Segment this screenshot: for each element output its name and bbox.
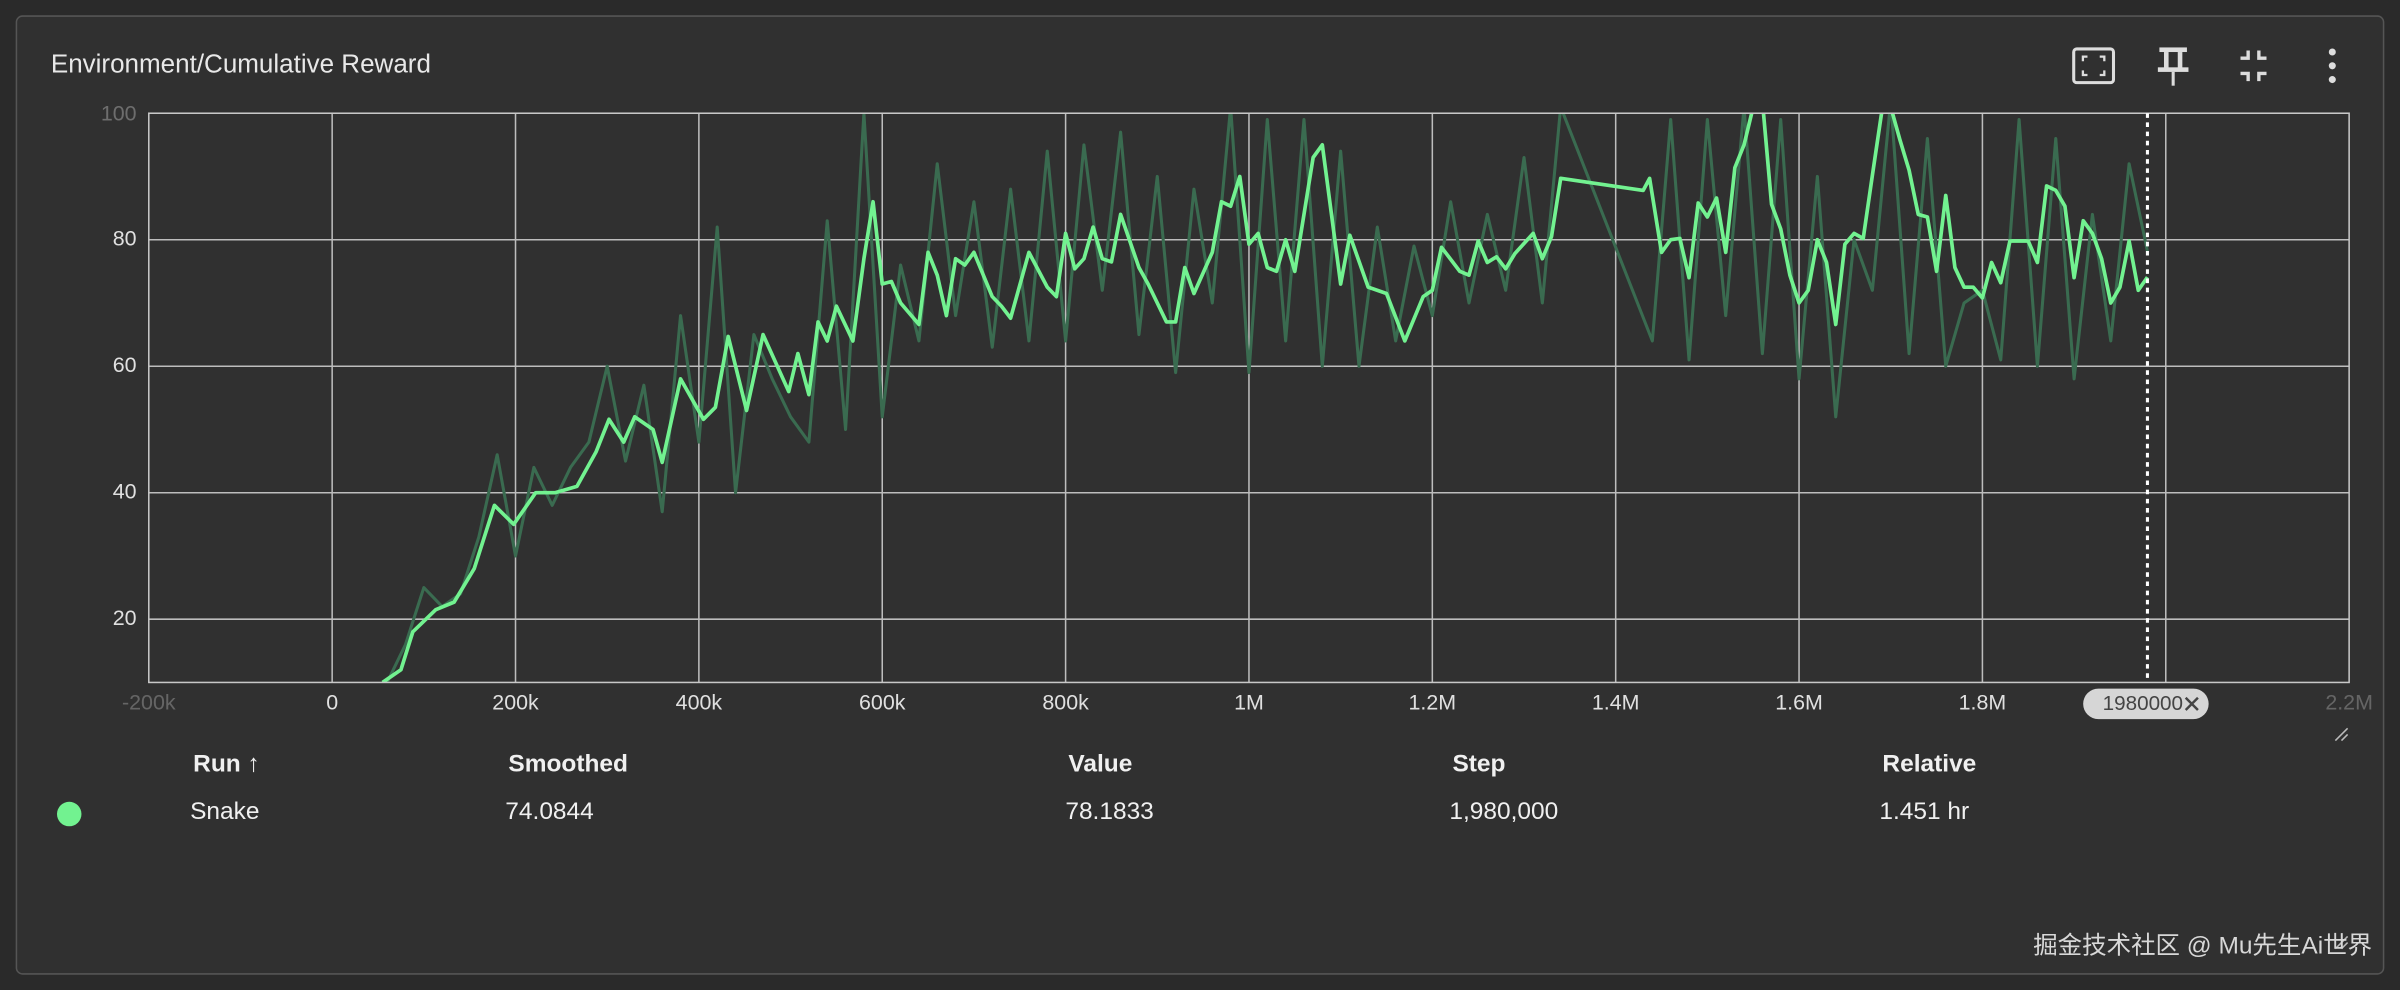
y-tick-label: 100 xyxy=(101,101,137,125)
y-tick-label: 40 xyxy=(113,479,137,503)
y-tick-label: 80 xyxy=(113,226,137,250)
table-cell: 1,980,000 xyxy=(1449,798,1558,825)
x-tick-label: 0 xyxy=(326,691,338,715)
x-tick-label: 200k xyxy=(492,691,539,715)
x-tick-label: 1.2M xyxy=(1409,691,1457,715)
menu-icon[interactable] xyxy=(2328,48,2336,84)
column-header: Run ↑ xyxy=(193,751,260,778)
smoothed-line xyxy=(381,113,2149,683)
x-tick-label: 2.2M xyxy=(2325,691,2373,715)
y-tick-label: 60 xyxy=(113,353,137,377)
step-marker-close[interactable] xyxy=(2184,696,2199,711)
table-cell: Snake xyxy=(190,798,259,825)
collapse-icon[interactable] xyxy=(2240,50,2267,82)
column-header: Value xyxy=(1068,751,1132,778)
raw-line xyxy=(385,113,2149,683)
x-tick-label: 400k xyxy=(676,691,723,715)
pin-icon[interactable] xyxy=(2157,47,2189,86)
watermark: 掘金技术社区 @ Mu先生Ai世界 xyxy=(2033,932,2372,960)
table-cell: 1.451 hr xyxy=(1879,798,1969,825)
x-tick-label: 1.6M xyxy=(1775,691,1823,715)
plot-clip xyxy=(148,113,2350,683)
card xyxy=(15,15,2385,975)
x-tick-label: -200k xyxy=(122,691,176,715)
y-tick-label: 20 xyxy=(113,606,137,630)
plot-area: 20 40 60 80 100 -200k 0 200k 400k 600k 800k 1M 1.2M 1… xyxy=(101,101,2373,720)
run-color-dot xyxy=(56,801,82,827)
x-tick-label: 800k xyxy=(1042,691,1089,715)
fit-icon[interactable] xyxy=(2072,47,2116,85)
close-icon xyxy=(2184,696,2199,711)
x-tick-label: 1M xyxy=(1234,691,1264,715)
x-tick-label: 600k xyxy=(859,691,906,715)
column-header: Step xyxy=(1452,751,1505,778)
x-tick-label: 1.4M xyxy=(1592,691,1640,715)
x-tick-label: 1.8M xyxy=(1959,691,2007,715)
chart-title: Environment/Cumulative Reward xyxy=(51,49,431,79)
table-cell: 74.0844 xyxy=(505,798,593,825)
run-table: Run ↑ Smoothed Value Step Relative Snake 74.08… xyxy=(56,751,1976,827)
table-cell: 78.1833 xyxy=(1065,798,1153,825)
resize-handle[interactable] xyxy=(2334,727,2349,950)
plot-frame xyxy=(148,112,2350,684)
step-marker-badge xyxy=(2083,688,2209,720)
step-marker-label: 1980000 xyxy=(2103,692,2183,715)
column-header: Relative xyxy=(1882,751,1976,778)
column-header: Smoothed xyxy=(508,751,628,778)
